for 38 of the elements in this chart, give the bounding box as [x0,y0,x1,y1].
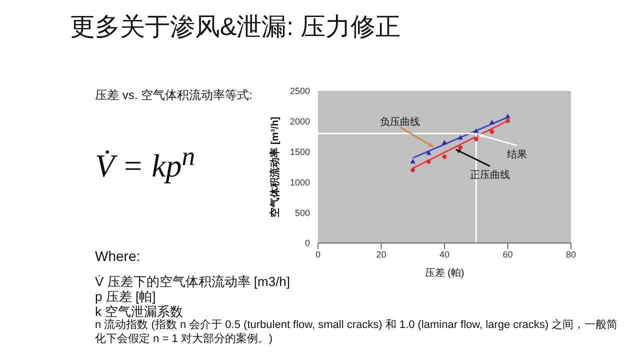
text: 压差 vs. 空气体积流动率等式: [95,88,252,102]
y-tick-label: 2500 [290,86,310,96]
point [458,135,463,140]
point [410,158,416,164]
text: V̇ 压差下的空气体积流动率 [m3/h] [95,274,292,290]
y-axis-title: 空气体积流动率 [m³/h] [269,116,281,218]
annotation: 正压曲线 [470,169,510,182]
point [410,168,416,172]
text: V̇ = kp$^{n}$ [95,141,196,184]
point [474,128,479,133]
y-tick-label: 2000 [290,116,310,127]
text: n 流动指数 (指数 n 会介于 0.5 (turbulent flow, small cracks) 和 1.0 (laminar flow, large cracks) 之间，一般简化下会假定 n = 1 对大部分的案例。) [95,319,619,346]
text: p 压差 [帕] [95,289,157,305]
y-tick-label: 1500 [290,146,310,157]
x-tick-label: 80 [566,249,576,260]
point [442,140,448,144]
point [490,130,494,134]
y-tick-label: 0 [304,238,310,248]
x-tick-label: 40 [439,249,450,260]
y-tick-label: 1000 [290,177,310,188]
x-tick-label: 60 [502,249,513,260]
point [489,120,495,124]
x-axis-title: 压差 (帕) [424,267,464,279]
point [426,159,431,164]
y-tick-label: 500 [294,208,310,218]
point [442,154,447,159]
annotation: 负压曲线 [380,116,420,128]
point [426,150,432,155]
point [505,114,510,118]
text: Where: [95,248,140,264]
x-tick-label: 0 [315,249,321,260]
x-tick-label: 20 [376,249,386,260]
point [506,118,510,123]
text: k 空气泄漏系数 [95,304,184,319]
point [474,136,478,142]
annotation: 结果 [507,148,528,161]
point [458,145,463,150]
chart-title: 更多关于渗风&泄漏: 压力修正 [70,12,401,43]
